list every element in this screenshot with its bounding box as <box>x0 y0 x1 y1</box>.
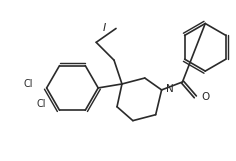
Text: Cl: Cl <box>23 79 33 89</box>
Text: N: N <box>166 84 173 94</box>
Text: O: O <box>201 92 210 102</box>
Text: Cl: Cl <box>36 99 46 109</box>
Text: I: I <box>103 24 106 33</box>
